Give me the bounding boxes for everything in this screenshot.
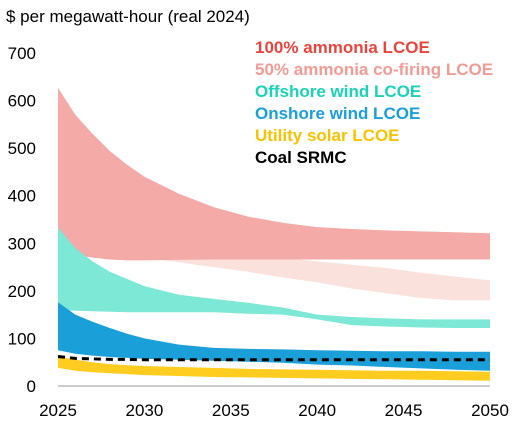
series-line-coal <box>57 355 490 362</box>
y-tick-label: 100 <box>8 329 36 348</box>
y-tick-label: 600 <box>8 92 36 111</box>
axes: 0 100 200 300 400 500 600 700 2025 2030 2035 2040 20… <box>8 44 509 420</box>
series-band-2 <box>58 227 490 328</box>
y-tick-label: 700 <box>8 44 36 63</box>
series-band-3 <box>58 302 490 371</box>
y-tick-label: 500 <box>8 139 36 158</box>
legend-entry: 50% ammonia co-firing LCOE <box>255 60 493 79</box>
series-lines <box>57 355 490 362</box>
series-band-0 <box>58 225 490 301</box>
legend-entry: Offshore wind LCOE <box>255 82 421 101</box>
legend-entry: 100% ammonia LCOE <box>255 38 430 57</box>
legend-entry: Utility solar LCOE <box>255 126 400 145</box>
x-tick-label: 2035 <box>212 401 250 420</box>
y-tick-label: 300 <box>8 234 36 253</box>
legend-entry: Coal SRMC <box>255 148 347 167</box>
series-areas <box>58 87 490 381</box>
x-tick-label: 2025 <box>39 401 77 420</box>
x-tick-label: 2050 <box>471 401 509 420</box>
x-tick-label: 2045 <box>385 401 423 420</box>
y-tick-label: 400 <box>8 187 36 206</box>
legend-entry: Onshore wind LCOE <box>255 104 420 123</box>
y-unit-label: $ per megawatt-hour (real 2024) <box>6 7 250 26</box>
x-tick-label: 2030 <box>125 401 163 420</box>
legend: 100% ammonia LCOE 50% ammonia co-firing L… <box>255 38 493 167</box>
x-tick-label: 2040 <box>298 401 336 420</box>
y-tick-label: 0 <box>27 377 36 396</box>
y-tick-label: 200 <box>8 282 36 301</box>
series-band-4 <box>58 356 490 381</box>
series-band-1 <box>58 87 490 261</box>
